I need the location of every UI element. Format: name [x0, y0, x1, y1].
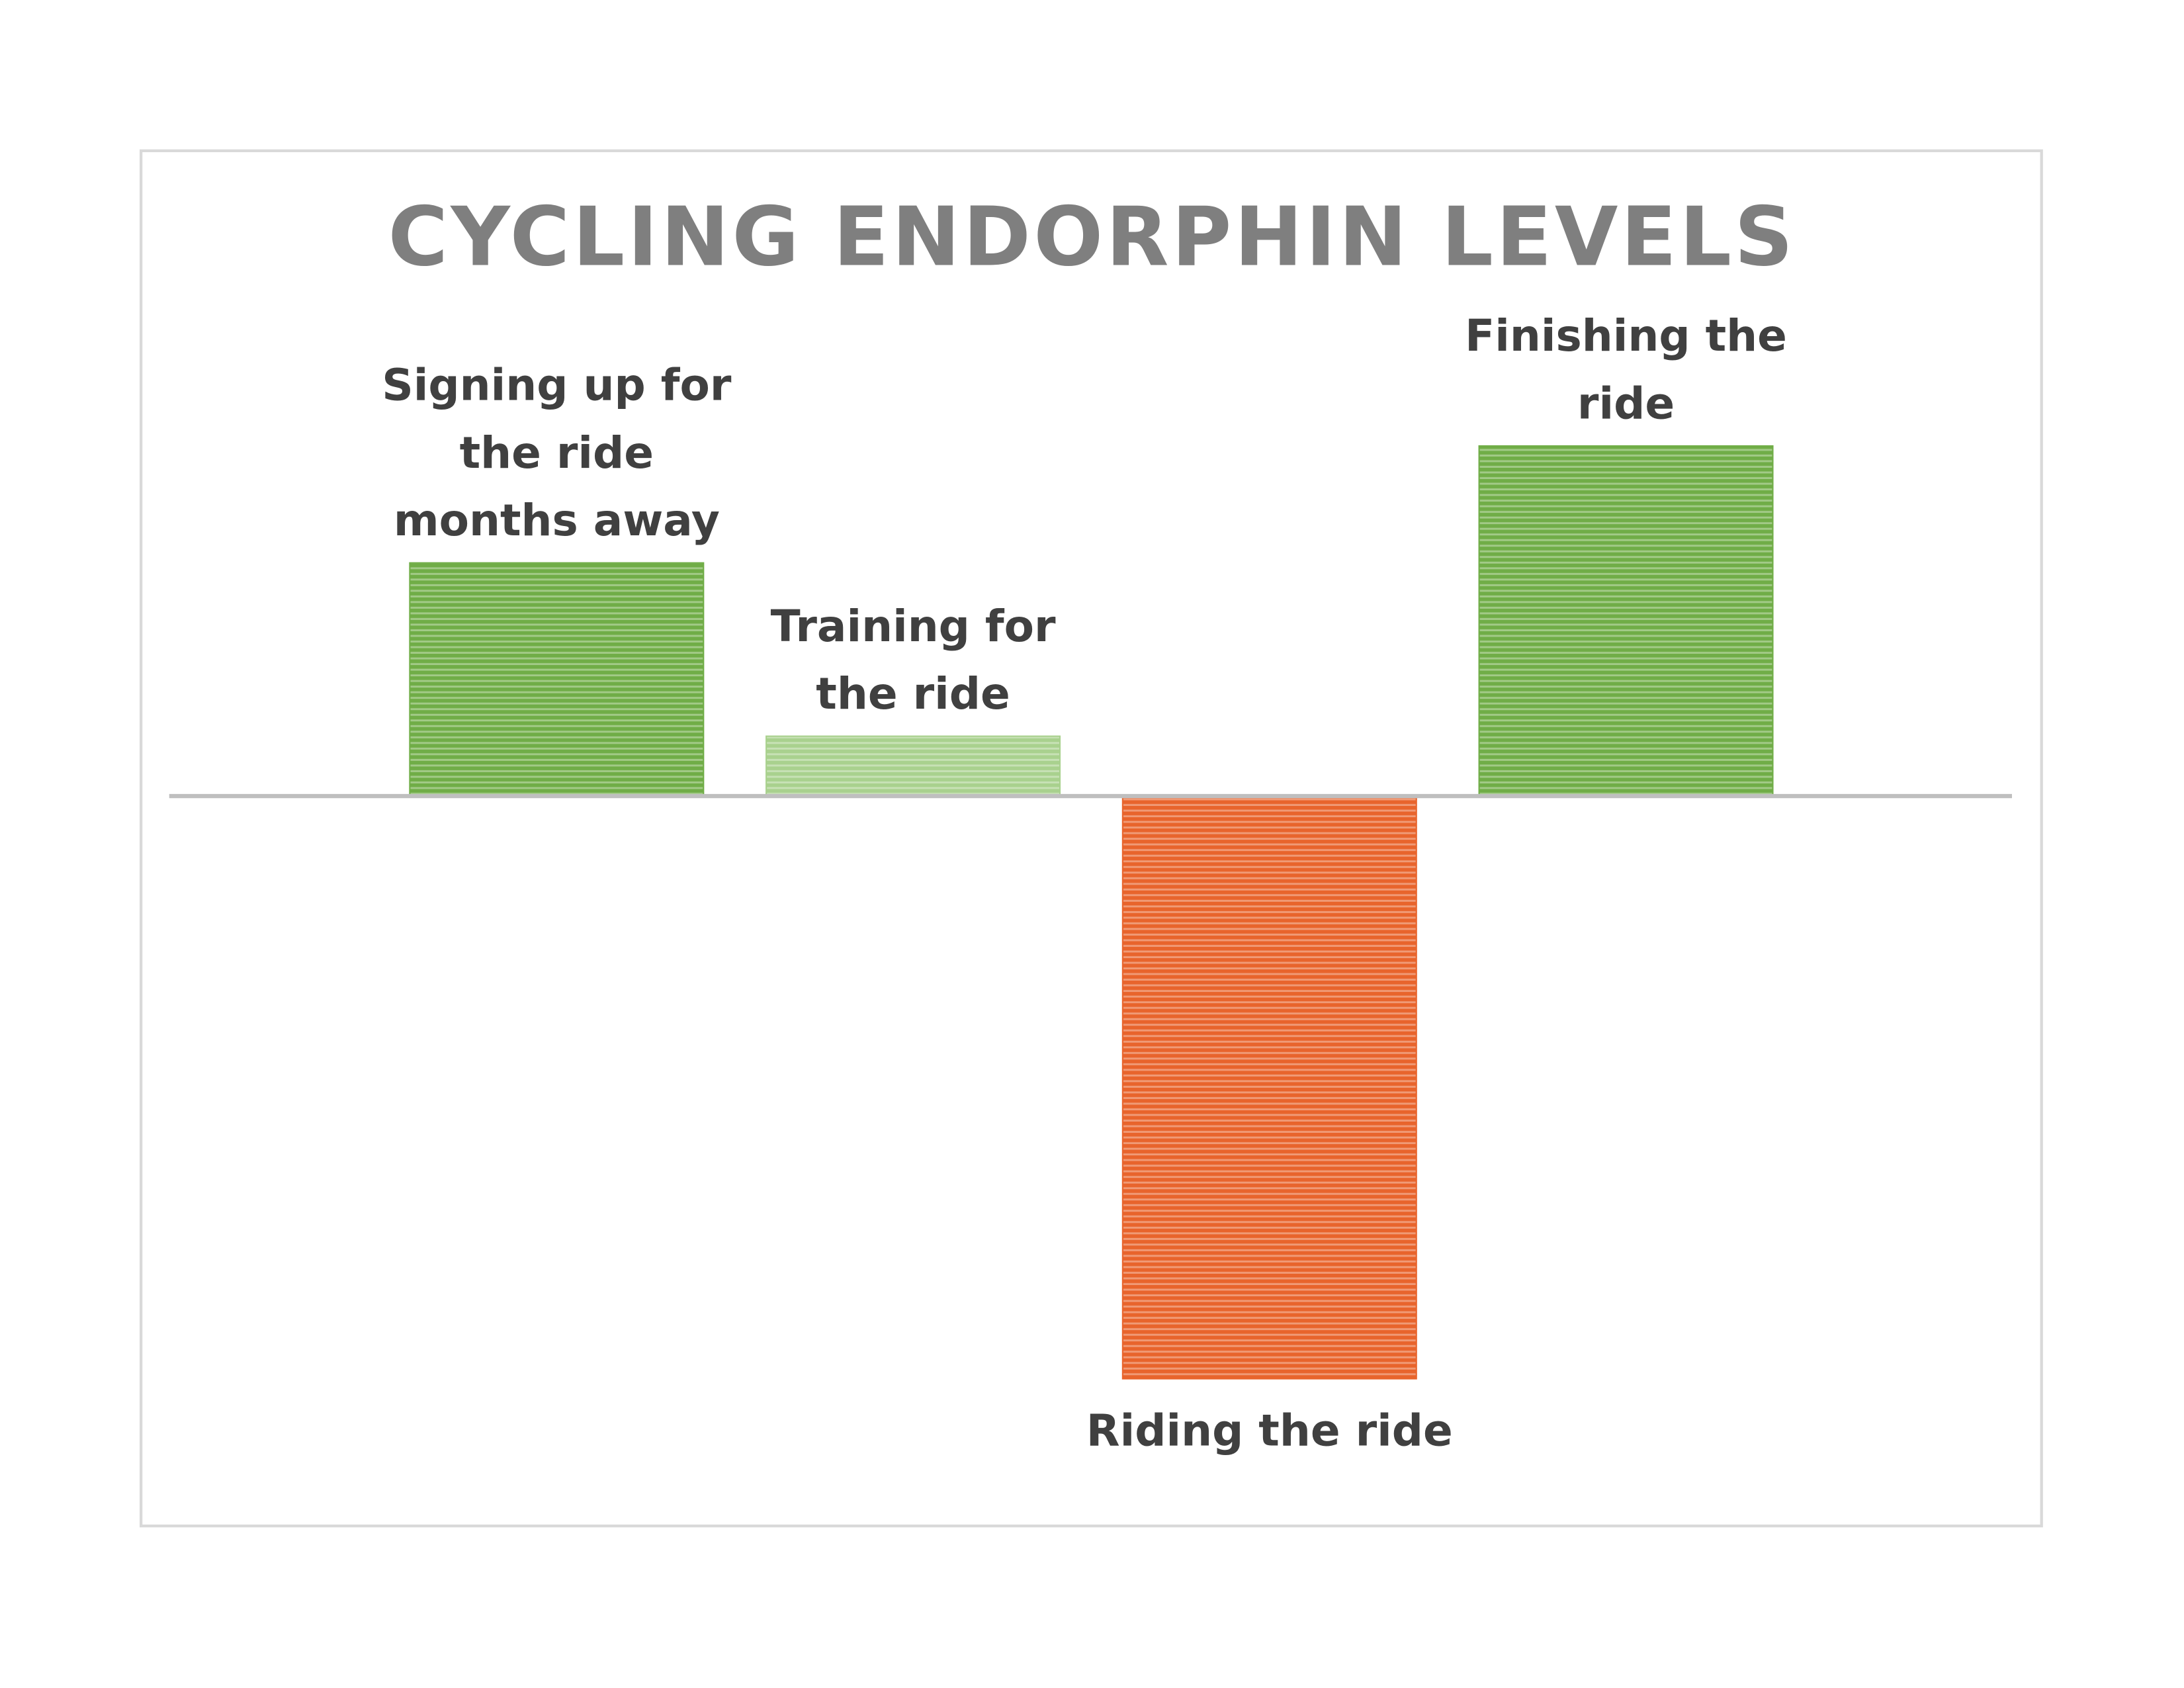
- category-label-box: Finishing the ride: [1465, 311, 1787, 430]
- bar-texture: [410, 563, 703, 797]
- chart-border: [140, 149, 2043, 1528]
- category-label: Riding the ride: [1086, 1406, 1453, 1457]
- category-label: Finishing the ride: [1465, 311, 1787, 430]
- bar-texture: [767, 736, 1059, 797]
- bar-texture: [1123, 796, 1416, 1378]
- category-label-box: Signing up for the ride months away: [382, 361, 732, 547]
- chart-title: CYCLING ENDORPHIN LEVELS: [388, 189, 1796, 285]
- bar-texture: [1479, 447, 1772, 797]
- category-label: Signing up for the ride months away: [382, 361, 732, 547]
- category-label: Training for the ride: [770, 601, 1056, 721]
- category-label-box: Riding the ride: [1086, 1406, 1453, 1457]
- category-label-box: Training for the ride: [770, 601, 1056, 721]
